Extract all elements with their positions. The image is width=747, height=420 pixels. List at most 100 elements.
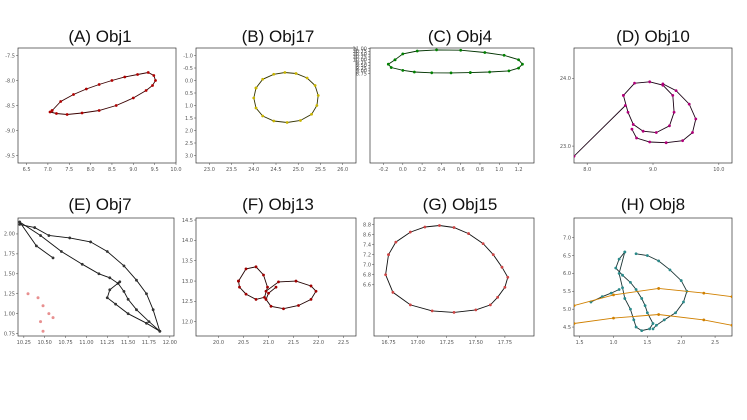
panel-d-xtick-label: 8.0 bbox=[583, 167, 591, 173]
panel-b-series-0-point bbox=[252, 96, 256, 100]
panel-a-xtick-label: 7.5 bbox=[65, 167, 73, 173]
panel-b-series-0-point bbox=[254, 106, 258, 110]
panel-h-series-0-point bbox=[629, 307, 632, 311]
panel-e-series-0-point bbox=[97, 272, 101, 276]
panel-b-ytick-label: 0.0 bbox=[185, 78, 193, 84]
panel-e-xtick-label: 11.75 bbox=[142, 340, 156, 346]
panel-h-series-1-point bbox=[651, 327, 655, 331]
panel-g-ytick-label: 8.6 bbox=[363, 232, 371, 238]
panel-f: (F) Obj13 20.0 20.5 21.0 21.5 22.0 22.5 14.5 14… bbox=[182, 195, 357, 346]
panel-f-frame bbox=[195, 217, 357, 337]
panel-e-series-1-point bbox=[68, 236, 72, 240]
panel-g-xtick-label: 17.25 bbox=[440, 340, 454, 346]
panel-f-ytick-label: 12.5 bbox=[182, 299, 193, 305]
panel-e-series-0-point bbox=[108, 276, 112, 280]
panel-f-ytick-label: 13.5 bbox=[182, 259, 193, 265]
panel-a-xtick-label: 9.0 bbox=[129, 167, 137, 173]
panel-h-accent-1-point bbox=[657, 313, 661, 316]
panel-c-xtick-label: 1.0 bbox=[495, 167, 503, 173]
panel-g-series-0-point bbox=[394, 240, 398, 244]
panel-e-series-0-line bbox=[19, 221, 161, 332]
panel-e-series-0-point bbox=[39, 234, 42, 237]
panel-e-ytick-label: 1.25 bbox=[4, 292, 15, 298]
panel-d-series-1-point bbox=[674, 89, 678, 93]
panel-g-xtick-label: 17.50 bbox=[469, 340, 483, 346]
panel-g-xtick-label: 17.75 bbox=[498, 340, 512, 346]
panel-b-series-0-point bbox=[315, 104, 319, 107]
panel-e-xtick-label: 10.75 bbox=[58, 340, 72, 346]
panel-b-series-0-point bbox=[316, 94, 320, 97]
panel-h-series-0-point bbox=[643, 304, 647, 308]
panel-e-series-1-point bbox=[158, 329, 162, 333]
panel-h-series-1-point bbox=[674, 311, 677, 315]
panel-e-series-0-point bbox=[122, 289, 126, 293]
panel-h-accent-1-point bbox=[702, 318, 706, 322]
panel-e-series-0-point bbox=[80, 262, 84, 266]
panel-a-series-0-point bbox=[84, 87, 88, 91]
panel-b-series-0-point bbox=[283, 71, 287, 74]
panel-e-series-0-point bbox=[59, 250, 63, 253]
panel-c-plot-area bbox=[386, 48, 524, 75]
panel-c-series-0-point bbox=[401, 52, 405, 56]
panel-e-outlier-point bbox=[39, 320, 43, 324]
panel-h-series-1-point bbox=[662, 318, 666, 322]
panel-c-xtick-label: 0.8 bbox=[476, 167, 484, 173]
panel-f-series-0-point bbox=[263, 295, 266, 299]
panel-a-series-0-point bbox=[65, 113, 69, 116]
panel-h-series-1-point bbox=[682, 300, 685, 304]
panel-c-frame bbox=[369, 47, 535, 164]
panel-b-series-0-point bbox=[305, 76, 309, 80]
panel-b-series-0-point bbox=[299, 119, 302, 122]
panel-e-series-1-point bbox=[118, 280, 122, 284]
panel-a-series-0-point bbox=[97, 83, 101, 86]
panel-f-series-1-point bbox=[282, 307, 285, 311]
panel-d-ytick-label: 23.0 bbox=[560, 144, 571, 150]
panel-g-series-0-point bbox=[430, 309, 434, 313]
panel-b-ytick-label: 1.5 bbox=[185, 116, 193, 122]
panel-d-series-0-point bbox=[631, 123, 635, 126]
panel-c-ytick-label: 9.25 bbox=[356, 66, 367, 72]
panel-a-series-0-point bbox=[151, 84, 154, 87]
panel-c-ytick-label: 10.25 bbox=[353, 55, 367, 61]
panel-c-series-0-point bbox=[507, 69, 511, 73]
panel-h-series-0-point bbox=[629, 280, 632, 284]
panel-d-ytick-label: 24.0 bbox=[560, 76, 571, 82]
panel-e-outlier-point bbox=[41, 304, 45, 308]
panel-h-xtick-label: 1.0 bbox=[610, 340, 618, 346]
panel-f-ytick-label: 12.0 bbox=[182, 320, 193, 326]
panel-c-ytick-label: 10.50 bbox=[353, 52, 367, 58]
panel-a-series-0-point bbox=[123, 75, 127, 79]
panel-g-series-0-point bbox=[506, 275, 510, 279]
panel-f-ytick-label: 14.0 bbox=[182, 238, 193, 244]
panel-e-series-1-point bbox=[145, 321, 148, 325]
panel-f-series-0-point bbox=[254, 297, 258, 301]
panel-f-series-1-point bbox=[309, 284, 313, 288]
panel-d: (D) Obj10 8.0 9.0 10.0 24.0 23.0 bbox=[560, 27, 733, 173]
panel-a-xtick-label: 8.5 bbox=[108, 167, 116, 173]
panel-h-ytick-label: 7.0 bbox=[563, 235, 571, 241]
panel-d-plot-area bbox=[574, 80, 698, 158]
panel-e-xtick-label: 10.25 bbox=[17, 340, 31, 346]
panel-a-series-0-point bbox=[55, 112, 58, 115]
panel-f-series-1-point bbox=[314, 289, 318, 293]
panel-d-series-0-point bbox=[654, 131, 658, 134]
panel-b-series-0-point bbox=[261, 77, 265, 81]
panel-c-xtick-label: 0.0 bbox=[399, 167, 407, 173]
panel-h-series-1-point bbox=[668, 268, 672, 272]
panel-c-xtick-label: 0.2 bbox=[418, 167, 426, 173]
panel-h-series-0-point bbox=[623, 250, 627, 254]
panel-h-series-0-point bbox=[640, 297, 644, 300]
panel-c-series-0-point bbox=[435, 48, 438, 52]
panel-f-xtick-label: 20.0 bbox=[213, 340, 224, 346]
panel-c-series-0-point bbox=[488, 70, 492, 74]
panel-a-xtick-label: 6.5 bbox=[23, 167, 31, 173]
panel-h-series-0-point bbox=[632, 318, 636, 322]
panel-c-ytick-label: 9.50 bbox=[356, 63, 367, 69]
panel-c-series-0-point bbox=[502, 53, 506, 57]
panel-d-series-0-point bbox=[668, 124, 671, 128]
panel-e: (E) Obj7 10.25 10.50 10.75 11.00 11.25 11.50 1… bbox=[4, 195, 177, 346]
panel-a-series-0-point bbox=[144, 89, 148, 92]
panel-c-series-0-point bbox=[517, 58, 520, 62]
panel-c-xtick-label: 1.2 bbox=[515, 167, 523, 173]
panel-a-title: (A) Obj1 bbox=[68, 27, 131, 46]
